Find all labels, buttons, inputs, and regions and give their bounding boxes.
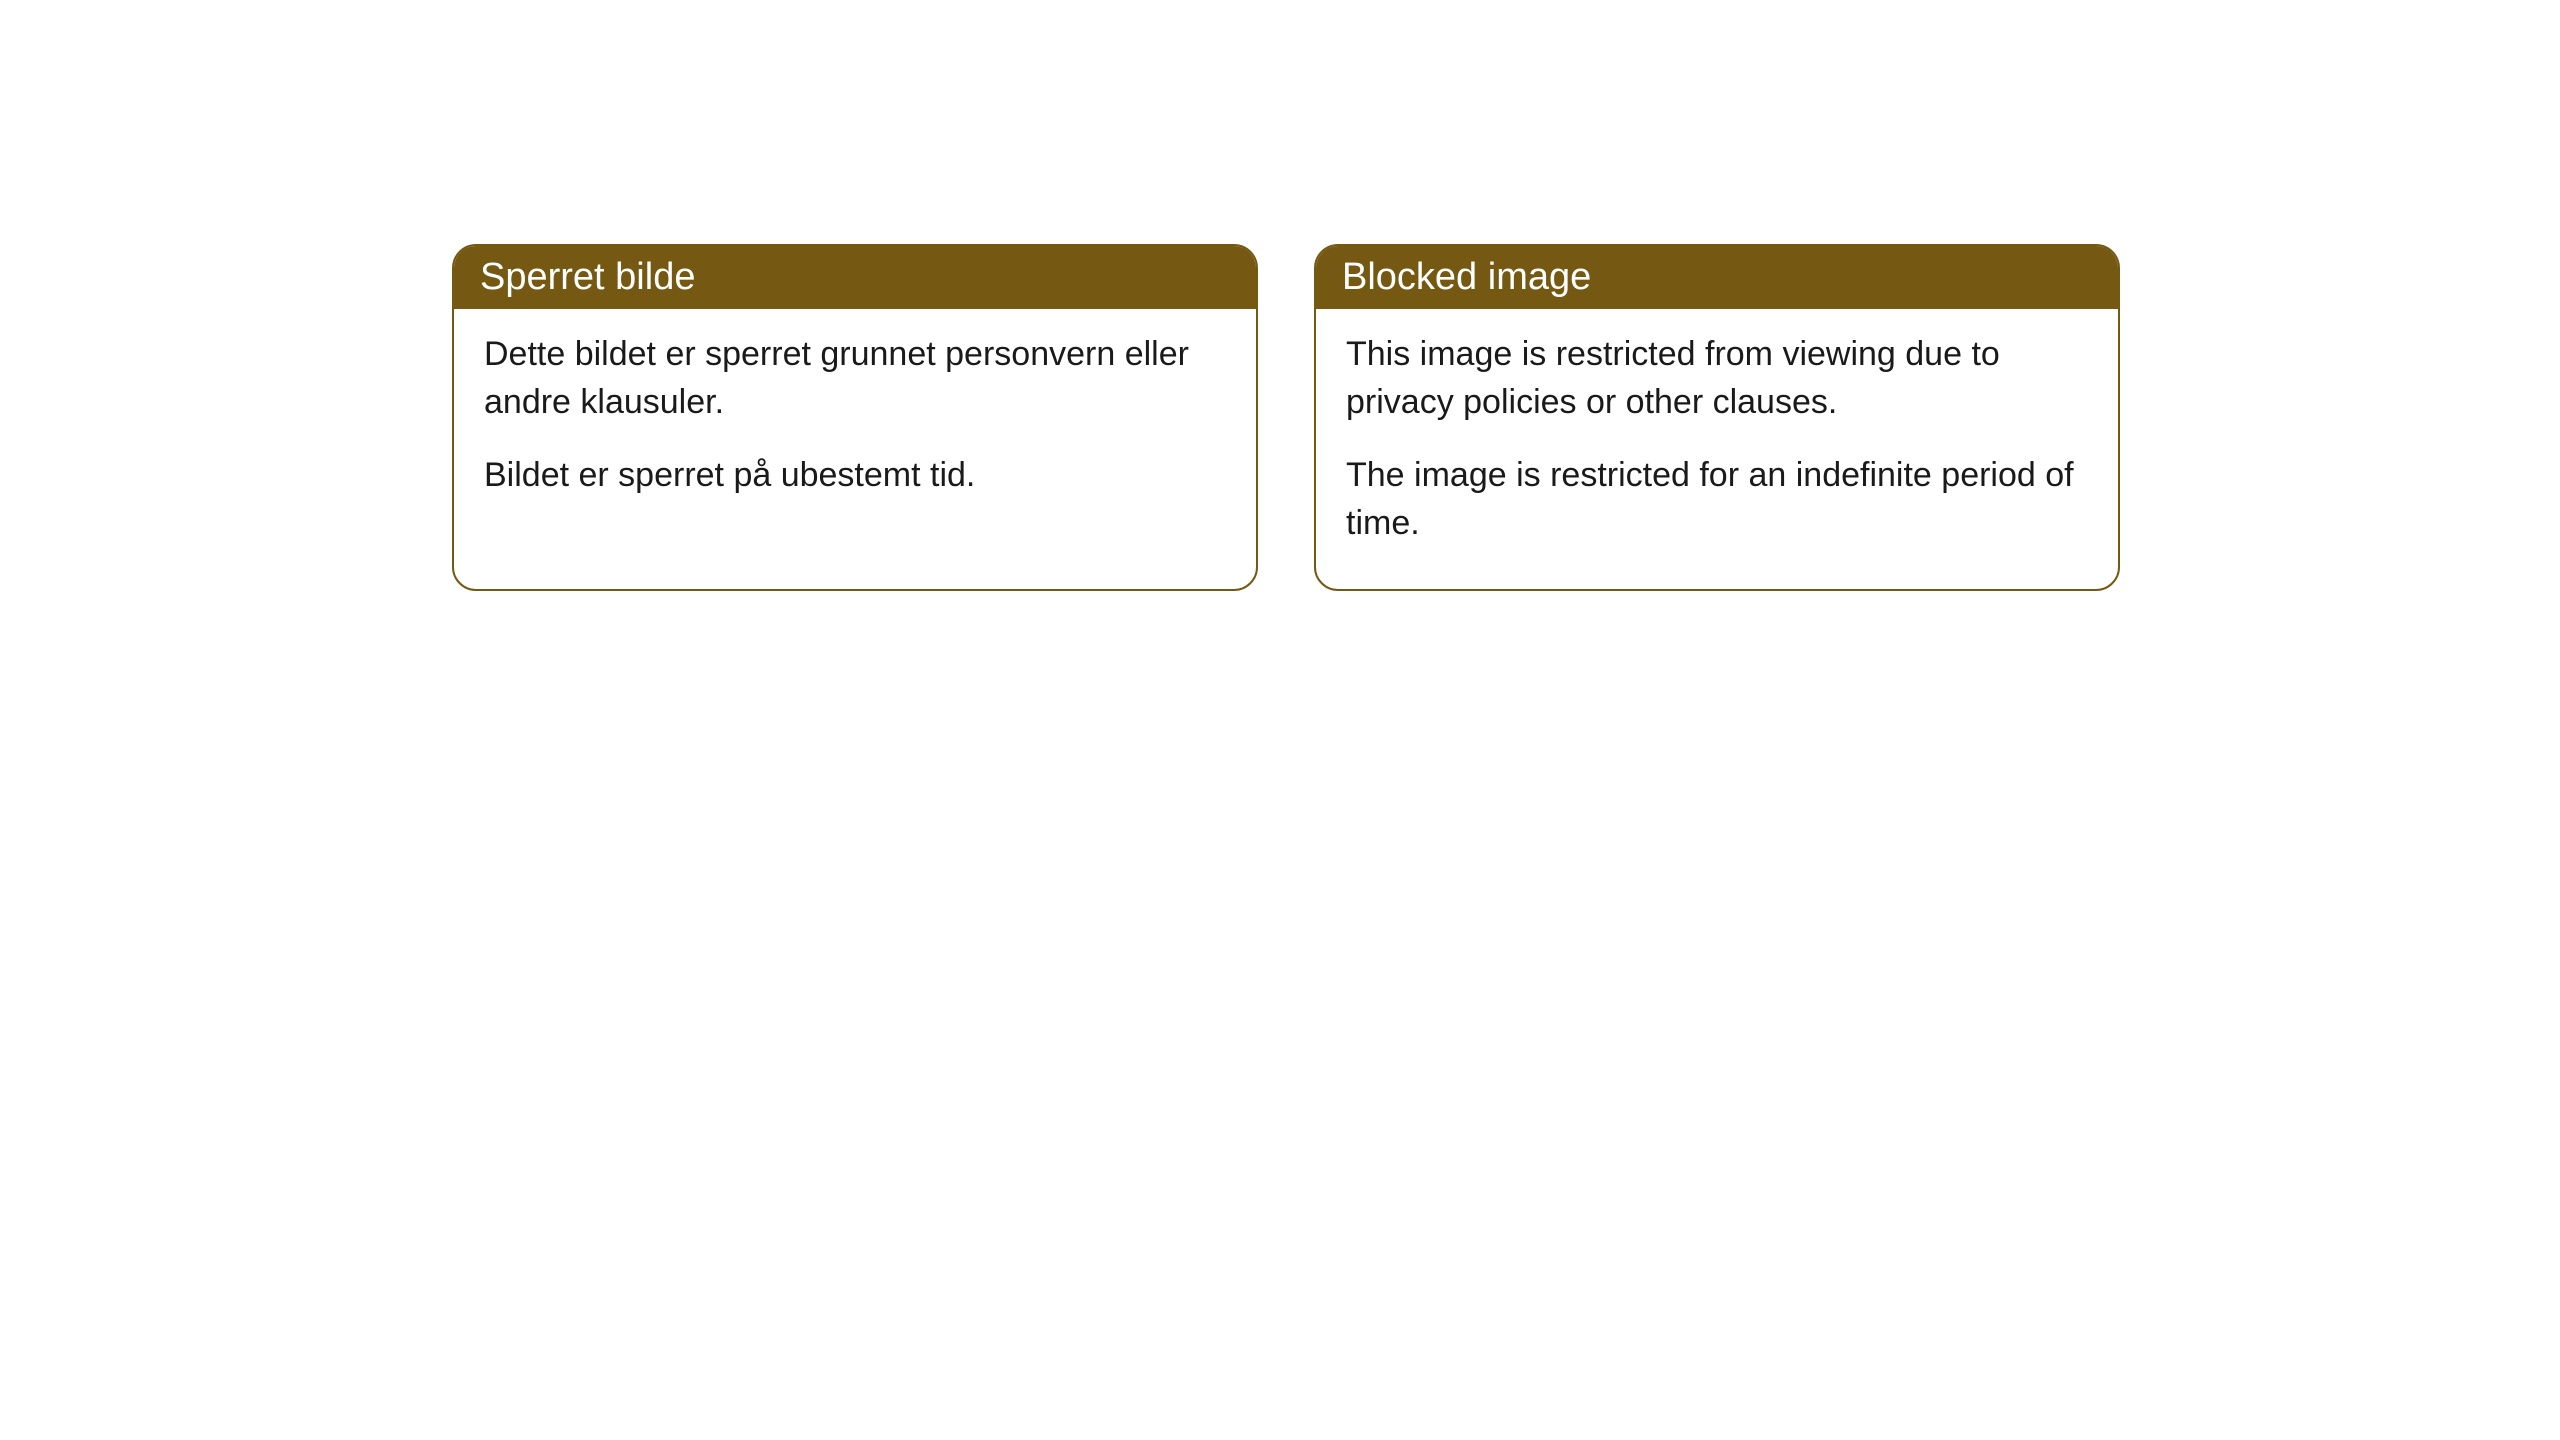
card-paragraph: Bildet er sperret på ubestemt tid. xyxy=(484,452,1226,500)
card-norwegian: Sperret bilde Dette bildet er sperret gr… xyxy=(452,244,1258,591)
card-paragraph: The image is restricted for an indefinit… xyxy=(1346,452,2088,547)
card-english: Blocked image This image is restricted f… xyxy=(1314,244,2120,591)
card-title: Blocked image xyxy=(1342,256,1591,298)
card-paragraph: This image is restricted from viewing du… xyxy=(1346,331,2088,426)
card-body-english: This image is restricted from viewing du… xyxy=(1316,309,2118,589)
cards-container: Sperret bilde Dette bildet er sperret gr… xyxy=(452,244,2560,591)
card-header-norwegian: Sperret bilde xyxy=(454,246,1256,309)
card-body-norwegian: Dette bildet er sperret grunnet personve… xyxy=(454,309,1256,542)
card-header-english: Blocked image xyxy=(1316,246,2118,309)
card-title: Sperret bilde xyxy=(480,256,695,298)
card-paragraph: Dette bildet er sperret grunnet personve… xyxy=(484,331,1226,426)
